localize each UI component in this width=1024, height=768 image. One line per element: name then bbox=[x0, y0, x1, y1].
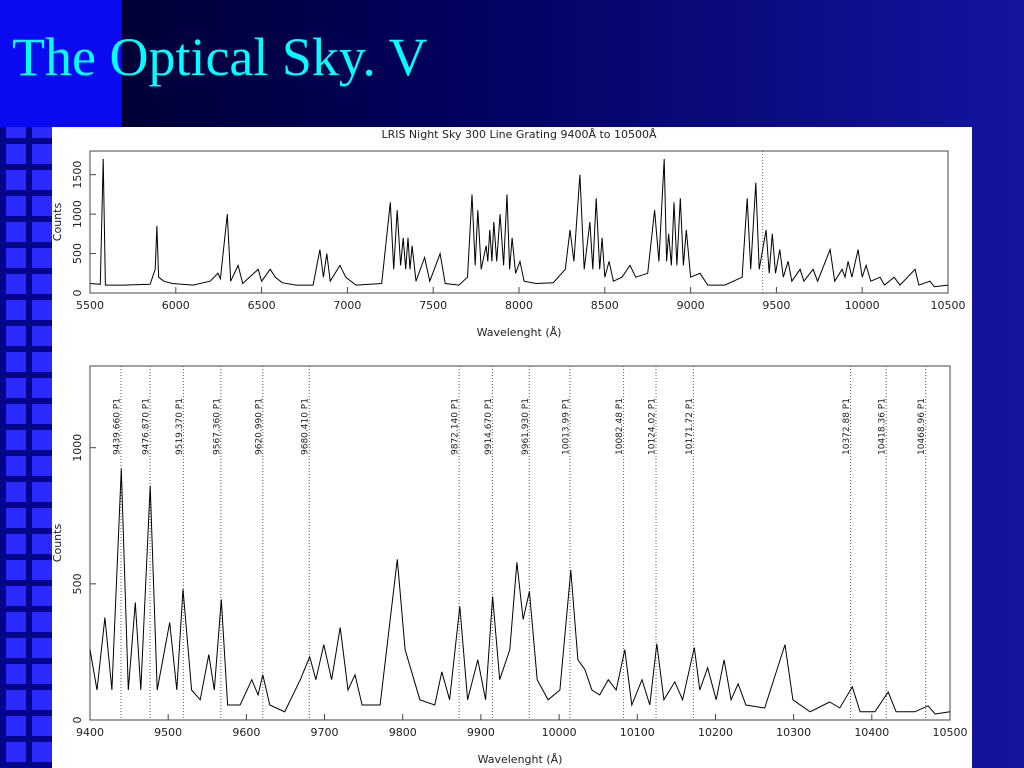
x-tick-label: 9600 bbox=[232, 726, 260, 739]
annotation-label: 10372.88 P1 bbox=[842, 398, 852, 455]
panel-bg bbox=[52, 127, 972, 768]
x-tick-label: 5500 bbox=[76, 299, 104, 312]
x-tick-label: 9000 bbox=[677, 299, 705, 312]
decor-strip bbox=[0, 127, 52, 768]
x-tick-label: 10000 bbox=[542, 726, 577, 739]
y-tick-label: 0 bbox=[71, 717, 84, 724]
annotation-label: 9476.870 P1 bbox=[142, 398, 152, 455]
x-tick-label: 6500 bbox=[248, 299, 276, 312]
x-axis-label: Wavelenght (Å) bbox=[478, 753, 563, 766]
annotation-label: 9914.670 P1 bbox=[484, 398, 494, 455]
x-tick-label: 10400 bbox=[854, 726, 889, 739]
annotation-label: 10124.02 P1 bbox=[648, 398, 658, 455]
annotation-label: 9439.660 P1 bbox=[113, 398, 123, 455]
x-tick-label: 7000 bbox=[333, 299, 361, 312]
annotation-label: 9567.360 P1 bbox=[212, 398, 222, 455]
x-tick-label: 10100 bbox=[620, 726, 655, 739]
x-tick-label: 10300 bbox=[776, 726, 811, 739]
x-tick-label: 10000 bbox=[845, 299, 880, 312]
y-axis-label: Counts bbox=[52, 524, 64, 563]
x-tick-label: 6000 bbox=[162, 299, 190, 312]
x-tick-label: 9800 bbox=[389, 726, 417, 739]
y-tick-label: 0 bbox=[71, 290, 84, 297]
decor-block bbox=[0, 0, 122, 127]
y-tick-label: 500 bbox=[71, 573, 84, 594]
spectrum-line bbox=[89, 158, 949, 288]
slide-title: The Optical Sky. V bbox=[12, 27, 428, 87]
annotation-label: 10013.99 P1 bbox=[562, 398, 572, 455]
annotation-label: 10418.36 P1 bbox=[878, 398, 888, 455]
annotation-label: 10468.96 P1 bbox=[917, 398, 927, 455]
y-axis-label: Counts bbox=[52, 203, 64, 242]
x-tick-label: 10200 bbox=[698, 726, 733, 739]
annotation-label: 9680.410 P1 bbox=[301, 398, 311, 455]
x-tick-label: 9400 bbox=[76, 726, 104, 739]
x-tick-label: 7500 bbox=[419, 299, 447, 312]
annotation-label: 9519.370 P1 bbox=[175, 398, 185, 455]
x-tick-label: 9500 bbox=[154, 726, 182, 739]
x-tick-label: 10500 bbox=[933, 726, 968, 739]
spectrum-line bbox=[89, 468, 951, 715]
y-tick-label: 500 bbox=[71, 243, 84, 264]
annotation-label: 10171.72 P1 bbox=[685, 398, 695, 455]
annotation-label: 9872.140 P1 bbox=[451, 398, 461, 455]
x-tick-label: 8500 bbox=[591, 299, 619, 312]
x-tick-label: 9700 bbox=[311, 726, 339, 739]
x-tick-label: 10500 bbox=[931, 299, 966, 312]
plot-frame bbox=[89, 365, 951, 721]
x-tick-label: 8000 bbox=[505, 299, 533, 312]
x-tick-label: 9900 bbox=[467, 726, 495, 739]
y-tick-label: 1500 bbox=[71, 161, 84, 189]
chart-title: LRIS Night Sky 300 Line Grating 9400Å to… bbox=[381, 128, 657, 141]
y-tick-label: 1000 bbox=[71, 200, 84, 228]
annotation-label: 10082.48 P1 bbox=[615, 398, 625, 455]
x-tick-label: 9500 bbox=[762, 299, 790, 312]
annotation-label: 9620.990 P1 bbox=[254, 398, 264, 455]
x-axis-label: Wavelenght (Å) bbox=[477, 326, 562, 339]
chart-panel: LRIS Night Sky 300 Line Grating 9400Å to… bbox=[52, 127, 972, 768]
annotation-label: 9961.930 P1 bbox=[521, 398, 531, 455]
y-tick-label: 1000 bbox=[71, 434, 84, 462]
